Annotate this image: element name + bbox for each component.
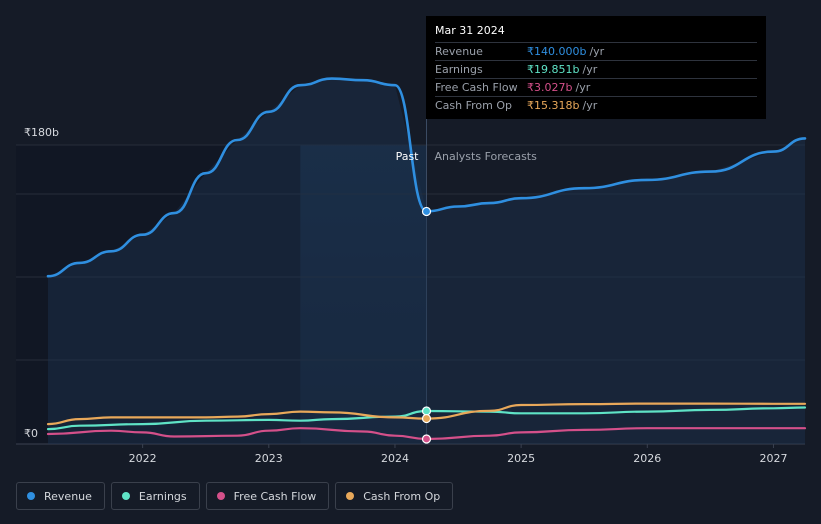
legend: Revenue Earnings Free Cash Flow Cash Fro… bbox=[16, 482, 454, 510]
tooltip: Mar 31 2024 Revenue ₹140.000b /yr Earnin… bbox=[426, 16, 766, 119]
earnings-line bbox=[46, 406, 807, 431]
tooltip-unit: /yr bbox=[589, 45, 605, 58]
legend-item-earnings[interactable]: Earnings bbox=[110, 482, 200, 510]
highlight-region bbox=[300, 145, 427, 444]
tooltip-label: Free Cash Flow bbox=[435, 81, 518, 94]
tooltip-label: Revenue bbox=[435, 45, 483, 58]
x-tick-label: 2022 bbox=[129, 452, 157, 465]
legend-item-free-cash-flow[interactable]: Free Cash Flow bbox=[205, 482, 330, 510]
x-tick-label: 2026 bbox=[633, 452, 661, 465]
revenue-marker bbox=[421, 206, 432, 217]
cfo-marker bbox=[421, 413, 432, 424]
tooltip-unit: /yr bbox=[575, 81, 591, 94]
tooltip-label: Earnings bbox=[435, 63, 483, 76]
revenue-area bbox=[48, 78, 805, 444]
legend-label: Free Cash Flow bbox=[233, 489, 317, 503]
tooltip-row-earnings: Earnings ₹19.851b /yr bbox=[435, 60, 757, 78]
legend-item-cash-from-op[interactable]: Cash From Op bbox=[335, 482, 454, 510]
earnings-marker bbox=[421, 406, 432, 416]
tooltip-row-revenue: Revenue ₹140.000b /yr bbox=[435, 42, 757, 60]
legend-label: Earnings bbox=[138, 489, 187, 503]
past-label: Past bbox=[396, 150, 420, 163]
tooltip-value: ₹19.851b bbox=[527, 63, 580, 76]
tooltip-unit: /yr bbox=[582, 99, 598, 112]
tooltip-value: ₹140.000b bbox=[527, 45, 587, 58]
cash-from-op-dot-icon bbox=[346, 492, 355, 500]
y-axis-zero-label: ₹0 bbox=[24, 427, 38, 440]
earnings-dot-icon bbox=[121, 492, 130, 500]
x-tick-label: 2024 bbox=[381, 452, 409, 465]
tooltip-value: ₹3.027b bbox=[527, 81, 573, 94]
free-cash-flow-dot-icon bbox=[216, 492, 225, 500]
tooltip-row-free-cash-flow: Free Cash Flow ₹3.027b /yr bbox=[435, 78, 757, 96]
legend-item-revenue[interactable]: Revenue bbox=[16, 482, 105, 510]
x-tick-label: 2025 bbox=[507, 452, 535, 465]
revenue-line bbox=[46, 77, 807, 278]
tooltip-label: Cash From Op bbox=[435, 99, 513, 112]
y-axis-top-label: ₹180b bbox=[24, 126, 59, 139]
revenue-dot-icon bbox=[27, 492, 35, 500]
x-tick-label: 2023 bbox=[255, 452, 283, 465]
cfo-line bbox=[46, 402, 807, 426]
fcf-line bbox=[46, 427, 807, 441]
fcf-marker bbox=[421, 434, 432, 444]
tooltip-row-cash-from-op: Cash From Op ₹15.318b /yr bbox=[435, 96, 757, 114]
tooltip-unit: /yr bbox=[582, 63, 598, 76]
x-tick-label: 2027 bbox=[759, 452, 787, 465]
tooltip-value: ₹15.318b bbox=[527, 99, 580, 112]
tooltip-date: Mar 31 2024 bbox=[435, 24, 505, 37]
forecast-label: Analysts Forecasts bbox=[435, 150, 538, 163]
legend-label: Cash From Op bbox=[363, 489, 441, 503]
legend-label: Revenue bbox=[44, 489, 92, 503]
